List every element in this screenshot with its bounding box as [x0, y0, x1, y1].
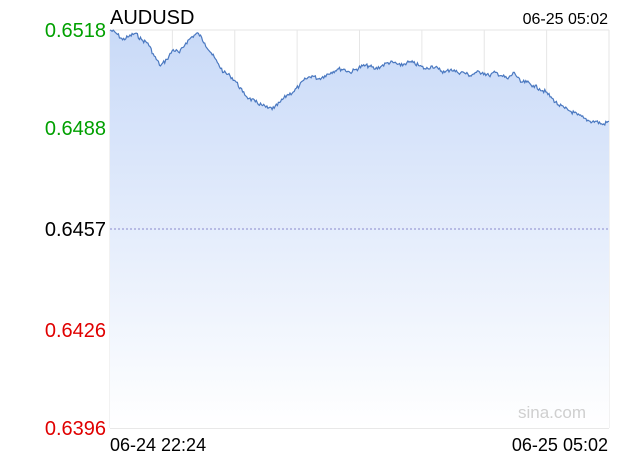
y-tick-label: 0.6518: [45, 20, 106, 42]
y-tick-label: 0.6488: [45, 118, 106, 140]
y-tick-label: 0.6426: [45, 320, 106, 342]
chart-title: AUDUSD: [110, 7, 194, 29]
y-tick-label: 0.6396: [45, 418, 106, 440]
watermark: sina.com: [518, 403, 586, 422]
x-end-label: 06-25 05:02: [512, 435, 608, 455]
y-tick-label: 0.6457: [45, 219, 106, 241]
timestamp-label: 06-25 05:02: [523, 11, 609, 28]
y-tick-labels: 0.6518 0.6488 0.6457 0.6426 0.6396: [45, 20, 106, 440]
price-line: [109, 29, 610, 127]
x-start-label: 06-24 22:24: [110, 435, 206, 455]
